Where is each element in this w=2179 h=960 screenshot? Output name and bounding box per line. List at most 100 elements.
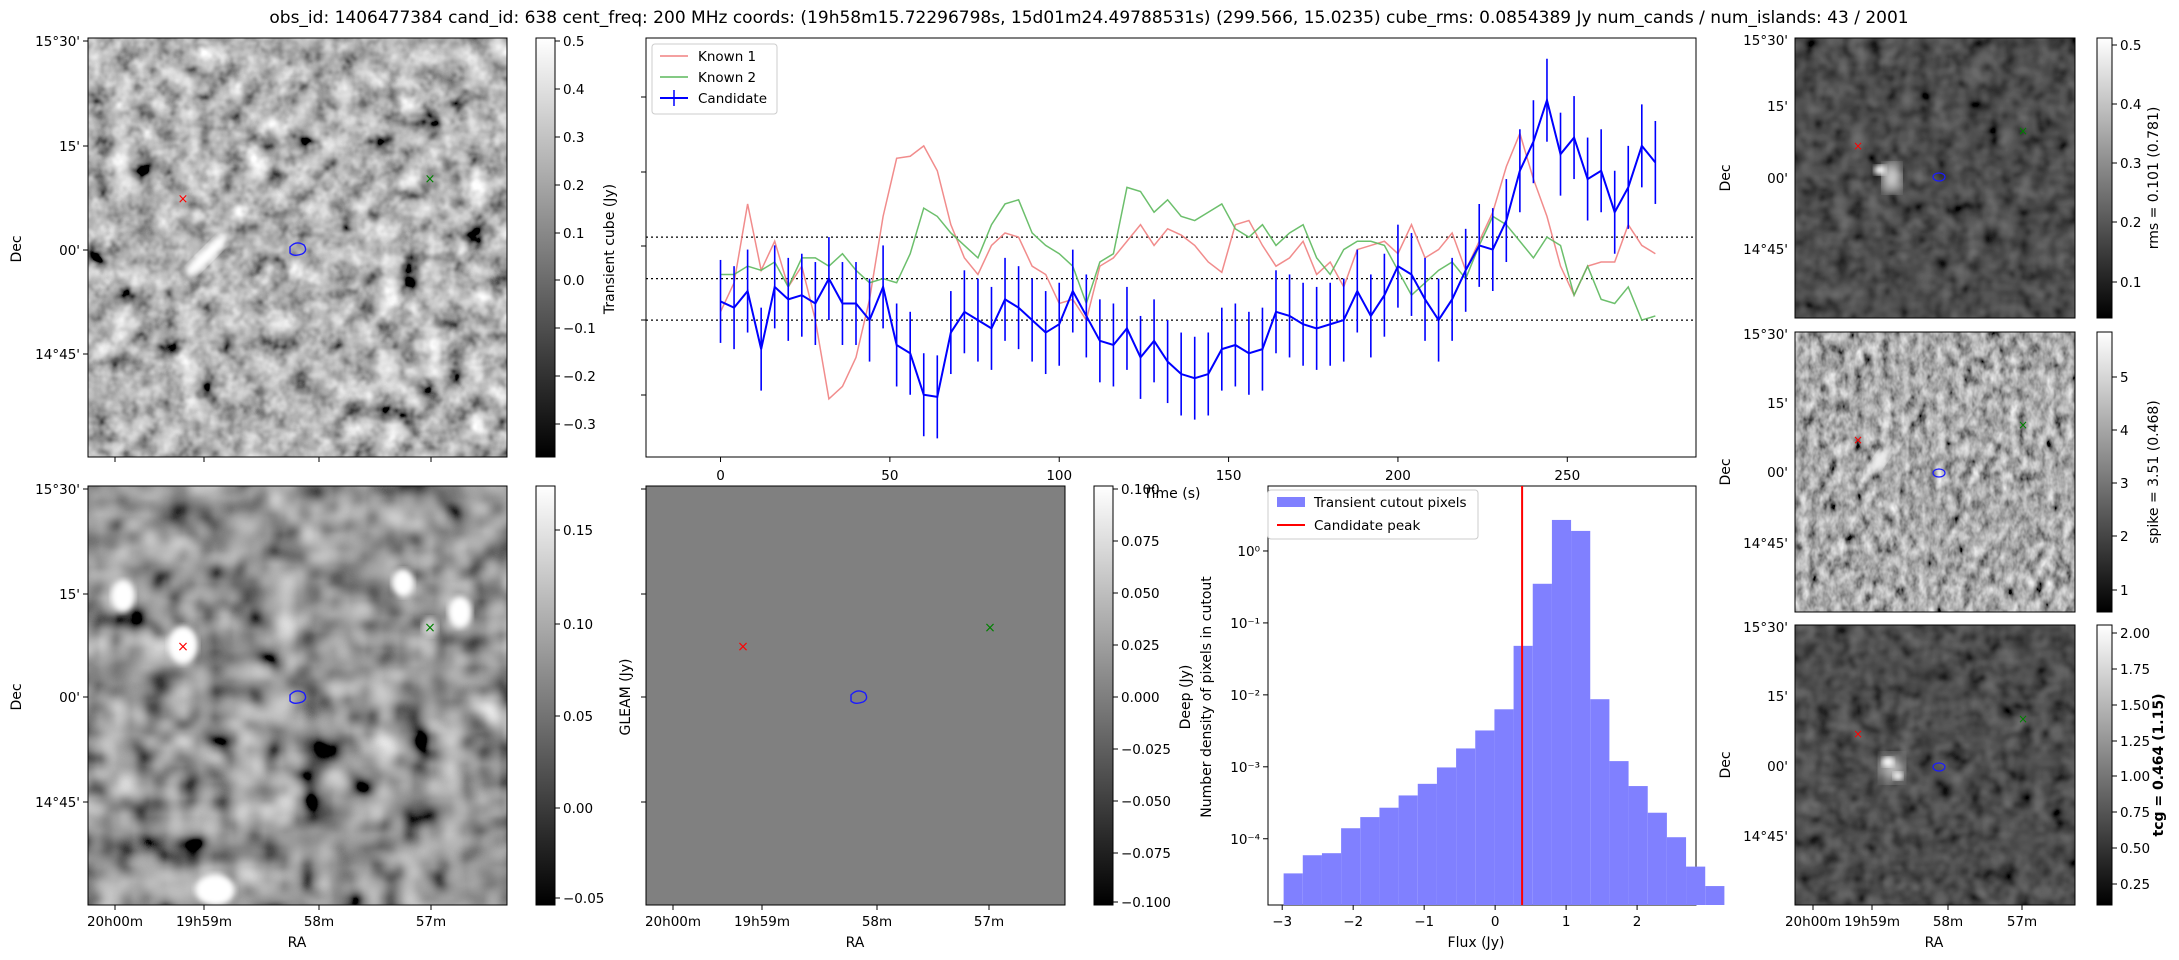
histogram-bar: [1628, 786, 1648, 905]
cbar-tick: 0.4: [2120, 97, 2141, 113]
ra-tick: 20h00m: [645, 914, 701, 930]
dec-axis-label: Dec: [9, 235, 25, 262]
rms-bright-source: [1883, 164, 1901, 192]
lightcurve-panel: 0 50 100 150 200 250 Time (s) Known 1 Known 2…: [641, 37, 1697, 502]
rms-image: [1795, 38, 2075, 318]
cbar-tick: 1.00: [2120, 769, 2150, 785]
x-tick-label: 2: [1633, 914, 1642, 930]
histogram-bar: [1360, 817, 1380, 905]
lightcurve-plot: [646, 58, 1696, 439]
dec-tick: 14°45': [35, 795, 80, 811]
dec-tick: 00': [1767, 171, 1788, 187]
histogram-bar: [1571, 530, 1591, 905]
tcg-image: [1795, 625, 2075, 905]
cbar-tick: 0.5: [563, 34, 584, 50]
dec-tick: 15°30': [35, 482, 80, 498]
histogram-bar: [1475, 730, 1495, 905]
figure-title: obs_id: 1406477384 cand_id: 638 cent_fre…: [269, 8, 1908, 28]
histogram-bar: [1436, 767, 1457, 905]
cbar-tick: −0.075: [1121, 846, 1171, 862]
dec-tick: 15°30': [35, 34, 80, 50]
known1-marker: ×: [177, 639, 189, 655]
spike-colorbar: 5 4 3 2 1 spike = 3.51 (0.468): [2096, 331, 2162, 613]
y-tick-label: 10⁰: [1237, 544, 1260, 560]
y-tick-label: 10⁻¹: [1230, 616, 1260, 632]
known2-marker: ×: [425, 172, 436, 187]
transient-panel: × × 15°30' 15' 00' 14°45' Dec: [9, 34, 508, 462]
dec-tick: 15': [59, 139, 80, 155]
cbar-tick: 0.00: [563, 801, 593, 817]
cbar-tick: 0.0: [563, 273, 584, 289]
cbar-tick: 0.10: [563, 617, 593, 633]
spike-image: [1795, 332, 2075, 612]
histogram-bar: [1494, 709, 1514, 905]
deep-colorbar: 0.15 0.10 0.05 0.00 −0.05 Deep (Jy): [535, 485, 1194, 907]
y-tick-label: 10⁻³: [1230, 760, 1260, 776]
cbar-tick: 0.1: [2120, 275, 2141, 291]
gleam-colorbar: 0.100 0.075 0.050 0.025 0.000 −0.025 −0.…: [1093, 482, 1171, 911]
cbar-tick: 0.1: [563, 226, 584, 242]
series-known-2: [720, 186, 1656, 322]
cbar-tick: 3: [2120, 476, 2129, 492]
legend-candidate: Candidate: [698, 91, 767, 107]
cbar-tick: 1.50: [2120, 698, 2150, 714]
known1-marker: ×: [1853, 727, 1863, 741]
known1-marker: ×: [178, 192, 189, 207]
dec-axis-label: Dec: [1718, 751, 1734, 778]
transient-colorbar: 0.5 0.4 0.3 0.2 0.1 0.0 −0.1 −0.2 −0.3 T…: [535, 34, 618, 458]
known1-marker: ×: [737, 639, 749, 655]
histogram-bar: [1513, 645, 1533, 905]
cbar-tick: 0.000: [1121, 690, 1160, 706]
cbar-tick: 0.025: [1121, 638, 1160, 654]
dec-tick: 15°30': [1743, 620, 1788, 636]
histogram-xlabel: Flux (Jy): [1448, 935, 1505, 951]
rms-colorbar: 0.5 0.4 0.3 0.2 0.1 rms = 0.101 (0.781): [2096, 37, 2162, 319]
cbar-tick: 0.100: [1121, 482, 1160, 498]
cbar-tick: −0.05: [563, 891, 604, 907]
cbar-tick: 0.3: [2120, 156, 2141, 172]
dec-tick: 00': [1767, 759, 1788, 775]
histogram-bar: [1321, 853, 1342, 905]
histogram-ylabel: Number density of pixels in cutout: [1199, 576, 1215, 818]
cbar-tick: −0.2: [563, 369, 596, 385]
lightcurve-xlabel: Time (s): [1143, 486, 1201, 502]
histogram-bar: [1302, 855, 1322, 905]
transient-bright-source: [186, 234, 228, 276]
dec-tick: 00': [1767, 465, 1788, 481]
known2-marker: ×: [424, 620, 436, 636]
cbar-tick: 0.050: [1121, 586, 1160, 602]
dec-tick: 14°45': [35, 347, 80, 363]
ra-tick: 58m: [304, 914, 334, 930]
cbar-tick: 2.00: [2120, 626, 2150, 642]
histogram-bar: [1417, 783, 1437, 905]
series-candidate: [720, 96, 1657, 398]
histogram-bar: [1283, 873, 1303, 905]
x-tick-label: 100: [1046, 468, 1072, 484]
ra-tick: 58m: [1933, 914, 1963, 930]
transient-image: [88, 38, 507, 457]
dec-tick: 15': [1767, 99, 1788, 115]
histogram-bar: [1398, 795, 1418, 905]
cbar-tick: 0.2: [2120, 215, 2141, 231]
histogram-plot: [1283, 486, 1725, 905]
spike-colorbar-label: spike = 3.51 (0.468): [2146, 400, 2162, 544]
ra-tick: 58m: [862, 914, 892, 930]
spike-panel: × × 15°30' 15' 00' 14°45' Dec: [1718, 327, 2076, 613]
dec-tick: 15': [59, 587, 80, 603]
dec-tick: 14°45': [1743, 829, 1788, 845]
dec-tick: 15°30': [1743, 33, 1788, 49]
histogram-bar: [1379, 807, 1399, 905]
histogram-bar: [1590, 699, 1610, 905]
series-known-1: [719, 131, 1656, 401]
histogram-legend: Transient cutout pixels Candidate peak: [1267, 489, 1479, 540]
cbar-tick: 0.075: [1121, 534, 1160, 550]
ra-tick: 19h59m: [734, 914, 790, 930]
x-tick-label: 0: [716, 468, 725, 484]
cbar-tick: 5: [2120, 370, 2129, 386]
cbar-tick: 1: [2120, 583, 2129, 599]
cbar-tick: 0.75: [2120, 805, 2150, 821]
histogram-bar: [1341, 828, 1361, 905]
x-tick-label: 0: [1491, 914, 1500, 930]
ra-tick: 57m: [2007, 914, 2037, 930]
